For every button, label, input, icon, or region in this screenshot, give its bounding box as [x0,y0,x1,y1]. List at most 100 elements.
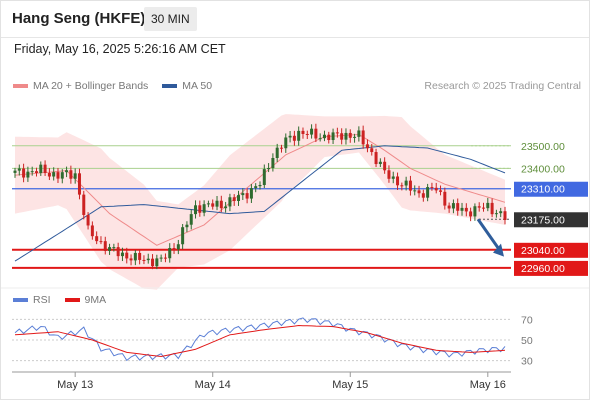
candle [421,193,425,198]
candle [279,147,283,149]
timeframe-button[interactable]: 30 MIN [144,7,197,31]
candle [249,188,253,199]
candle [348,132,352,138]
candle [241,193,245,196]
candle [95,236,99,242]
candle [305,133,309,135]
credit: Research © 2025 Trading Central [424,80,581,92]
candle [499,211,503,214]
candle [473,206,477,217]
candle [142,259,146,261]
ma50-swatch [162,84,178,88]
candle [469,211,473,217]
candle [65,170,69,173]
candle [26,171,30,178]
candle [434,187,438,191]
candle [439,190,443,192]
level-label-pivot: 23310.00 [514,181,588,197]
candle [219,200,223,209]
candle [77,173,81,195]
candle [284,137,288,149]
candle [408,180,412,191]
candle [224,206,228,209]
candle [232,197,236,201]
candle [237,195,241,201]
rsi-tick-label: 50 [521,335,533,347]
level-label-resistance: 23400.00 [521,163,565,175]
candle [176,244,180,250]
instrument-title: Hang Seng (HKFE) [12,10,146,27]
candle [206,203,210,205]
candle [86,214,90,226]
candle [340,133,344,140]
candle [262,169,266,186]
level-label-resistance: 23500.00 [521,141,565,153]
candle [335,132,339,134]
candle [69,170,73,179]
candle [198,205,202,213]
candle [353,136,357,138]
candle [159,257,163,259]
candle [447,205,451,209]
candle [460,207,464,211]
candle [378,161,382,165]
candle [228,197,232,207]
candle [116,247,120,257]
candle [245,193,249,199]
candle [120,252,124,257]
candle [327,134,331,141]
candle [129,258,133,261]
candle [82,194,86,215]
candle [43,164,47,173]
candle [322,134,326,139]
candle [383,161,387,171]
candle [138,252,142,260]
candle [34,171,38,173]
legend-rsi: RSI [33,294,51,306]
candle [189,214,193,225]
x-tick-label: May 15 [332,379,368,391]
forecast-arrow [476,218,502,252]
candle [275,147,279,158]
candle [267,168,271,170]
candle [168,248,172,259]
candle [52,172,56,177]
main-legend: MA 20 + Bollinger Bands MA 50 [13,80,212,92]
candle [456,203,460,211]
ma20-swatch [13,84,28,88]
x-tick-label: May 13 [57,379,93,391]
candle [494,213,498,215]
candle [318,138,322,140]
rsi-legend: RSI 9MA [13,294,106,306]
x-tick-label: May 16 [470,379,506,391]
candle [357,130,361,137]
candle [47,172,51,177]
candle [314,128,318,139]
legend-rsi-ma: 9MA [84,294,107,306]
rsi-ma-swatch [64,298,80,302]
x-tick-label: May 14 [195,379,231,391]
svg-text:23500.00: 23500.00 [521,141,565,153]
level-label-current: 23175.00 [514,212,588,228]
svg-text:23400.00: 23400.00 [521,163,565,175]
candle [163,257,167,259]
svg-text:23040.00: 23040.00 [521,245,565,257]
candle [391,176,395,179]
ma20-line [14,133,506,246]
level-label-support: 23040.00 [514,242,588,258]
candle [310,128,314,135]
candle [387,170,391,179]
candle [344,132,348,140]
candle [400,185,404,187]
level-label-support: 22960.00 [514,260,588,276]
candle [90,225,94,237]
legend-ma20: MA 20 + Bollinger Bands [33,80,149,92]
candle [301,130,305,134]
candle [258,185,262,187]
bollinger-band [15,114,505,290]
candle [365,144,369,149]
candle [181,227,185,245]
candle [211,203,215,207]
